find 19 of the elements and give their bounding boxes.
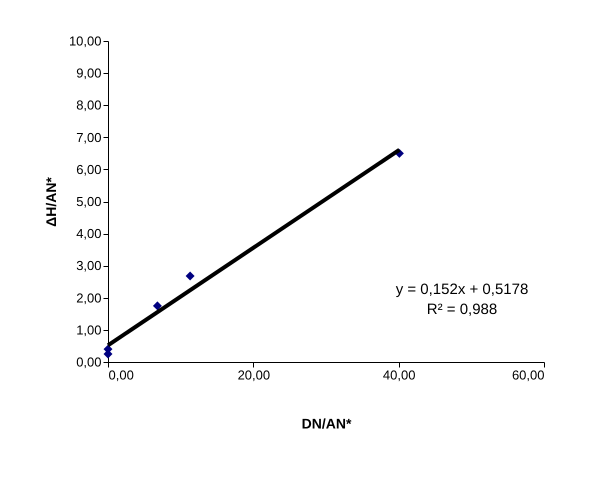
- annotation: R² = 0,988: [426, 301, 498, 318]
- y-tick-label: 7,00: [76, 130, 102, 145]
- y-tick-label: 6,00: [76, 162, 102, 177]
- y-tick-label: 5,00: [76, 194, 102, 209]
- y-tick-label: 10,00: [68, 34, 102, 48]
- y-tick-label: 8,00: [76, 98, 102, 113]
- y-tick-label: 9,00: [76, 66, 102, 81]
- x-tick-label: 40,00: [382, 368, 416, 382]
- annotation: y = 0,152x + 0,5178: [396, 281, 528, 298]
- x-tick-label: 0,00: [108, 368, 134, 382]
- y-tick-label: 2,00: [76, 290, 102, 306]
- y-tick-label: 4,00: [76, 226, 102, 242]
- y-tick-label: 3,00: [76, 258, 102, 274]
- x-tick-label: 20,00: [238, 368, 270, 382]
- x-tick-label: 60,00: [512, 368, 544, 382]
- y-tick-label: 0,00: [76, 354, 102, 370]
- y-tick-label: 1,00: [76, 322, 102, 338]
- x-axis-title: DN/AN*: [302, 416, 352, 432]
- y-axis-title: ΔH/AN*: [42, 176, 59, 227]
